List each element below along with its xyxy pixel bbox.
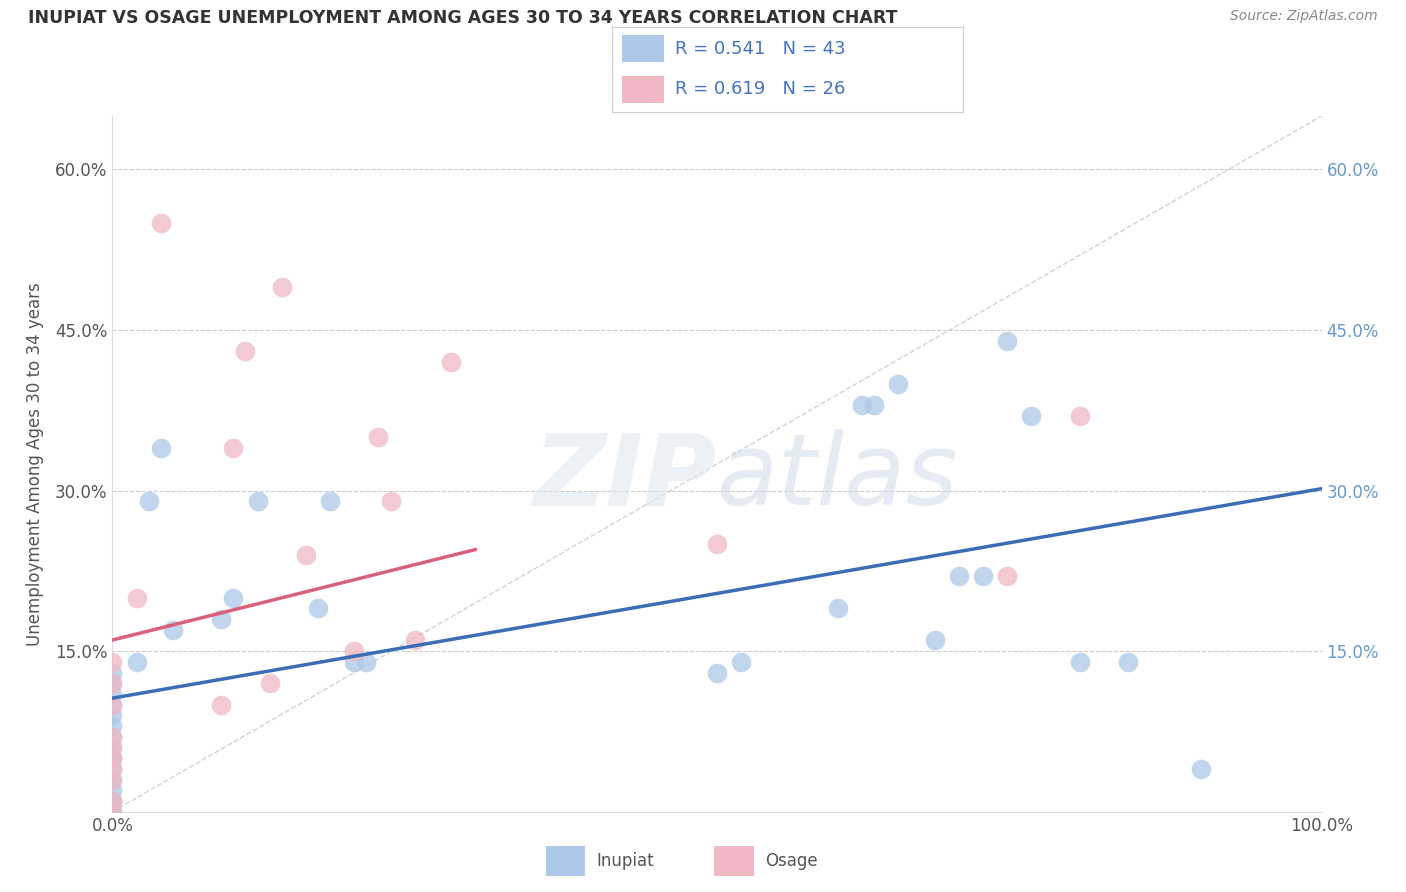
Point [101, 676, 124, 690]
FancyBboxPatch shape [714, 847, 754, 876]
Point [101, 730, 124, 744]
Point [209, 698, 232, 712]
Point [149, 441, 172, 455]
Point [101, 676, 124, 690]
Point [259, 676, 281, 690]
Point [948, 569, 970, 583]
Point [706, 537, 728, 551]
Point [101, 751, 124, 765]
Point [101, 772, 124, 787]
Point [1116, 655, 1139, 669]
Point [101, 794, 124, 808]
Point [101, 665, 124, 680]
Point [343, 655, 366, 669]
Point [380, 494, 402, 508]
Text: Source: ZipAtlas.com: Source: ZipAtlas.com [1230, 9, 1378, 23]
Point [101, 719, 124, 733]
Point [270, 280, 292, 294]
Point [101, 794, 124, 808]
Text: Osage: Osage [765, 852, 817, 870]
FancyBboxPatch shape [546, 847, 585, 876]
Text: Inupiat: Inupiat [596, 852, 654, 870]
Point [101, 708, 124, 723]
Point [307, 601, 329, 615]
Point [101, 687, 124, 701]
Point [101, 805, 124, 819]
Point [1069, 655, 1091, 669]
Text: R = 0.619   N = 26: R = 0.619 N = 26 [675, 80, 845, 98]
Point [863, 398, 886, 412]
Point [222, 441, 245, 455]
Point [101, 740, 124, 755]
Point [343, 644, 366, 658]
Point [1189, 762, 1212, 776]
Point [138, 494, 160, 508]
Point [101, 740, 124, 755]
Point [222, 591, 245, 605]
Point [101, 762, 124, 776]
Text: atlas: atlas [717, 429, 959, 526]
Point [730, 655, 752, 669]
Point [101, 655, 124, 669]
Point [887, 376, 910, 391]
Point [209, 612, 232, 626]
Point [162, 623, 184, 637]
Point [125, 591, 148, 605]
Point [404, 633, 426, 648]
Y-axis label: Unemployment Among Ages 30 to 34 years: Unemployment Among Ages 30 to 34 years [25, 282, 44, 646]
Point [246, 494, 269, 508]
Point [101, 805, 124, 819]
Point [367, 430, 389, 444]
Point [101, 751, 124, 765]
Point [924, 633, 946, 648]
Point [101, 805, 124, 819]
Text: ZIP: ZIP [534, 429, 717, 526]
Point [440, 355, 463, 369]
FancyBboxPatch shape [621, 36, 665, 62]
Point [149, 216, 172, 230]
Point [995, 569, 1018, 583]
Point [995, 334, 1018, 348]
Point [851, 398, 873, 412]
Point [235, 344, 257, 359]
Point [101, 783, 124, 797]
Point [101, 751, 124, 765]
Point [972, 569, 994, 583]
Text: R = 0.541   N = 43: R = 0.541 N = 43 [675, 40, 845, 58]
Point [101, 794, 124, 808]
Text: INUPIAT VS OSAGE UNEMPLOYMENT AMONG AGES 30 TO 34 YEARS CORRELATION CHART: INUPIAT VS OSAGE UNEMPLOYMENT AMONG AGES… [28, 9, 897, 27]
Point [101, 772, 124, 787]
Point [295, 548, 318, 562]
Point [101, 805, 124, 819]
Point [356, 655, 378, 669]
Point [101, 698, 124, 712]
FancyBboxPatch shape [621, 76, 665, 103]
Point [706, 665, 728, 680]
Point [101, 762, 124, 776]
Point [101, 730, 124, 744]
Point [101, 698, 124, 712]
Point [1069, 409, 1091, 423]
Point [1021, 409, 1043, 423]
Point [125, 655, 148, 669]
Point [319, 494, 342, 508]
Point [827, 601, 849, 615]
